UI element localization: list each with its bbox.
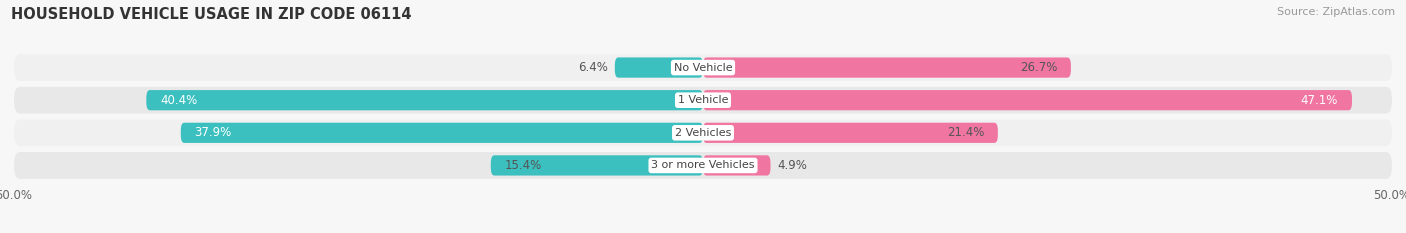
FancyBboxPatch shape: [14, 152, 1392, 179]
Text: HOUSEHOLD VEHICLE USAGE IN ZIP CODE 06114: HOUSEHOLD VEHICLE USAGE IN ZIP CODE 0611…: [11, 7, 412, 22]
Text: 21.4%: 21.4%: [946, 126, 984, 139]
Text: No Vehicle: No Vehicle: [673, 63, 733, 72]
FancyBboxPatch shape: [14, 54, 1392, 81]
FancyBboxPatch shape: [703, 123, 998, 143]
FancyBboxPatch shape: [14, 87, 1392, 113]
Text: 26.7%: 26.7%: [1019, 61, 1057, 74]
Text: 2 Vehicles: 2 Vehicles: [675, 128, 731, 138]
FancyBboxPatch shape: [703, 155, 770, 175]
Text: 40.4%: 40.4%: [160, 94, 197, 107]
Text: 47.1%: 47.1%: [1301, 94, 1339, 107]
FancyBboxPatch shape: [703, 90, 1353, 110]
FancyBboxPatch shape: [146, 90, 703, 110]
FancyBboxPatch shape: [491, 155, 703, 175]
Text: 37.9%: 37.9%: [194, 126, 232, 139]
Text: Source: ZipAtlas.com: Source: ZipAtlas.com: [1277, 7, 1395, 17]
Text: 6.4%: 6.4%: [578, 61, 607, 74]
FancyBboxPatch shape: [614, 58, 703, 78]
Text: 3 or more Vehicles: 3 or more Vehicles: [651, 161, 755, 170]
Text: 15.4%: 15.4%: [505, 159, 541, 172]
FancyBboxPatch shape: [14, 120, 1392, 146]
Text: 1 Vehicle: 1 Vehicle: [678, 95, 728, 105]
FancyBboxPatch shape: [703, 58, 1071, 78]
Text: 4.9%: 4.9%: [778, 159, 807, 172]
FancyBboxPatch shape: [181, 123, 703, 143]
